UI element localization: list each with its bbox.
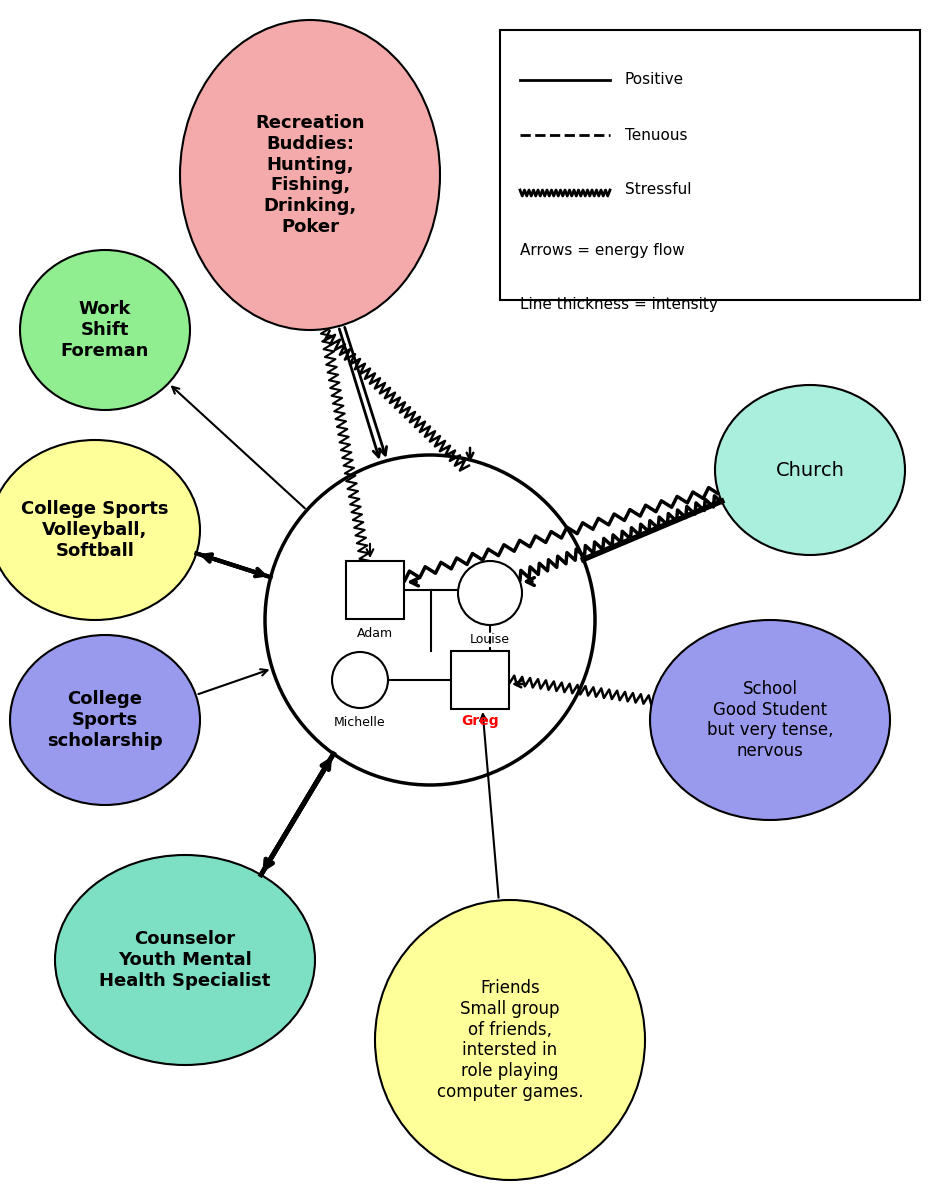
Ellipse shape bbox=[0, 440, 200, 620]
Text: Friends
Small group
of friends,
intersted in
role playing
computer games.: Friends Small group of friends, interste… bbox=[437, 979, 583, 1102]
Bar bbox=[451, 650, 509, 709]
Text: Counselor
Youth Mental
Health Specialist: Counselor Youth Mental Health Specialist bbox=[100, 930, 271, 990]
Bar bbox=[346, 560, 404, 619]
Ellipse shape bbox=[55, 854, 315, 1066]
Text: Line thickness = intensity: Line thickness = intensity bbox=[520, 298, 718, 312]
Circle shape bbox=[265, 455, 595, 785]
Text: Tenuous: Tenuous bbox=[625, 127, 687, 143]
Text: Stressful: Stressful bbox=[625, 182, 692, 198]
Circle shape bbox=[458, 560, 522, 625]
Ellipse shape bbox=[375, 900, 645, 1180]
Text: Work
Shift
Foreman: Work Shift Foreman bbox=[61, 300, 149, 360]
Text: Michelle: Michelle bbox=[334, 716, 385, 728]
Text: Positive: Positive bbox=[625, 72, 684, 88]
Ellipse shape bbox=[715, 385, 905, 554]
Ellipse shape bbox=[20, 250, 190, 410]
Text: Greg: Greg bbox=[461, 714, 499, 728]
Bar bbox=[500, 30, 920, 300]
Ellipse shape bbox=[650, 620, 890, 820]
Text: Recreation
Buddies:
Hunting,
Fishing,
Drinking,
Poker: Recreation Buddies: Hunting, Fishing, Dr… bbox=[255, 114, 365, 236]
Text: Church: Church bbox=[776, 461, 844, 480]
Ellipse shape bbox=[10, 635, 200, 805]
Text: College Sports
Volleyball,
Softball: College Sports Volleyball, Softball bbox=[21, 500, 169, 559]
Text: College
Sports
scholarship: College Sports scholarship bbox=[47, 690, 163, 750]
Text: Arrows = energy flow: Arrows = energy flow bbox=[520, 242, 684, 258]
Text: Louise: Louise bbox=[470, 634, 510, 646]
Circle shape bbox=[332, 652, 388, 708]
Ellipse shape bbox=[180, 20, 440, 330]
Text: School
Good Student
but very tense,
nervous: School Good Student but very tense, nerv… bbox=[707, 679, 833, 761]
Text: Adam: Adam bbox=[357, 626, 393, 640]
